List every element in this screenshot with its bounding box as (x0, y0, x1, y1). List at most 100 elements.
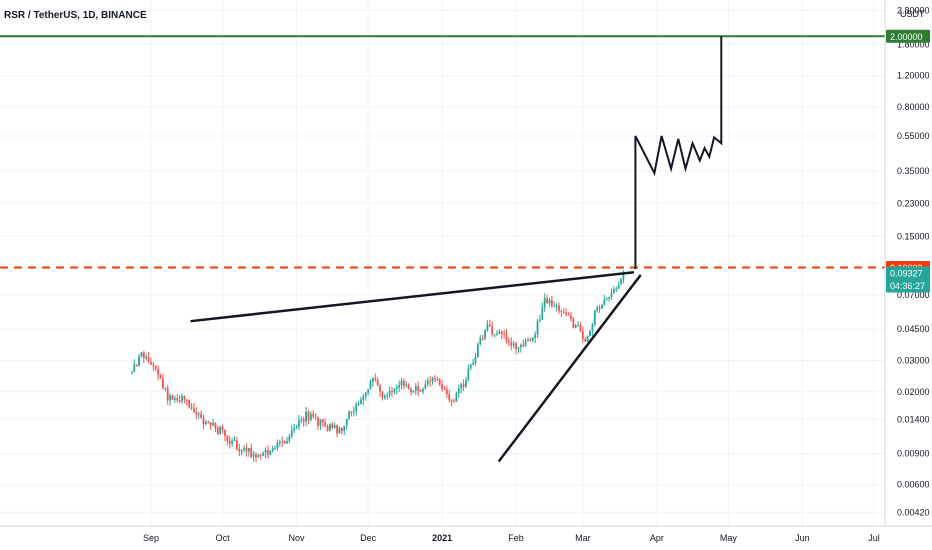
candle (228, 435, 231, 449)
candle (309, 411, 312, 422)
candle (601, 304, 603, 310)
candle (410, 387, 412, 396)
candle (395, 384, 398, 395)
candle (262, 451, 265, 457)
candle (331, 422, 334, 430)
candle (278, 439, 281, 447)
trend-line[interactable] (498, 274, 642, 462)
candle (450, 399, 453, 406)
candle (488, 319, 491, 328)
candle (441, 379, 443, 392)
candle (188, 399, 191, 409)
price-tick-label: 0.35000 (897, 166, 930, 176)
candle (608, 296, 611, 303)
candle (493, 334, 496, 338)
candle (429, 376, 432, 388)
candle (131, 370, 133, 376)
candle (476, 342, 479, 358)
candle (147, 351, 150, 364)
candle (345, 418, 348, 430)
candle (479, 334, 482, 346)
time-axis[interactable]: Sep Oct Nov Dec 2021 Feb Mar Apr May Jun Jul (143, 533, 880, 543)
candle (324, 418, 327, 428)
time-tick-label: May (720, 533, 738, 543)
candle (317, 416, 319, 430)
candle (374, 373, 377, 382)
candle (233, 435, 236, 442)
candle (255, 451, 257, 463)
candle (512, 340, 515, 349)
time-tick-label: 2021 (432, 533, 452, 543)
time-tick-label: Dec (360, 533, 377, 543)
candle (367, 388, 370, 396)
time-tick-label: Mar (575, 533, 591, 543)
candle (391, 386, 393, 398)
candle (536, 318, 539, 339)
candle (405, 380, 408, 388)
candle (264, 447, 267, 458)
candle (336, 424, 339, 438)
time-tick-label: Nov (289, 533, 306, 543)
candle (150, 357, 152, 365)
candle (195, 407, 198, 420)
price-tick-label: 0.23000 (897, 198, 930, 208)
candle (219, 425, 222, 435)
candle (159, 374, 162, 379)
candle (419, 388, 422, 392)
price-tick-label: 0.03000 (897, 356, 930, 366)
candle (329, 422, 331, 432)
candle (250, 443, 253, 459)
time-tick-label: Jun (795, 533, 810, 543)
candle (443, 385, 446, 390)
candle (491, 321, 494, 337)
candle (281, 436, 284, 448)
price-tick-label: 0.00900 (897, 448, 930, 458)
candle (305, 406, 307, 427)
candle (460, 382, 463, 394)
candle (541, 302, 544, 321)
price-axis[interactable]: 2.80000 1.80000 1.20000 0.80000 0.55000 0.350… (897, 5, 930, 517)
candle (369, 379, 372, 390)
candle (469, 363, 472, 370)
projection-path[interactable] (634, 36, 723, 270)
candle (534, 331, 537, 344)
candle (340, 427, 343, 435)
candle (154, 365, 157, 372)
candle (386, 392, 389, 400)
candle (183, 395, 186, 404)
candle (574, 323, 577, 329)
candle (231, 437, 234, 448)
candles (131, 269, 625, 463)
candle (445, 385, 448, 398)
candle (298, 415, 300, 430)
candle (302, 416, 305, 427)
time-tick-label: Sep (143, 533, 159, 543)
candle (202, 414, 205, 430)
candle (388, 386, 391, 398)
candle (259, 453, 262, 460)
candle (224, 429, 226, 442)
candle (484, 329, 486, 341)
candle (543, 293, 546, 312)
candle (381, 391, 384, 401)
candle (584, 336, 587, 342)
candle (567, 312, 570, 316)
candle (267, 445, 269, 459)
candle (519, 343, 522, 353)
target-price-badge: 2.00000 (886, 29, 930, 43)
price-tick-label: 0.04500 (897, 324, 930, 334)
candle (426, 377, 429, 387)
trend-line[interactable] (190, 271, 635, 323)
candle (593, 309, 596, 327)
candle (214, 422, 217, 433)
candle (379, 383, 381, 397)
candle (465, 376, 467, 388)
horizontal-lines (0, 35, 885, 269)
candle (510, 337, 513, 351)
candle (376, 377, 379, 387)
candle (472, 358, 475, 366)
candle (529, 337, 532, 342)
candle (350, 410, 353, 417)
